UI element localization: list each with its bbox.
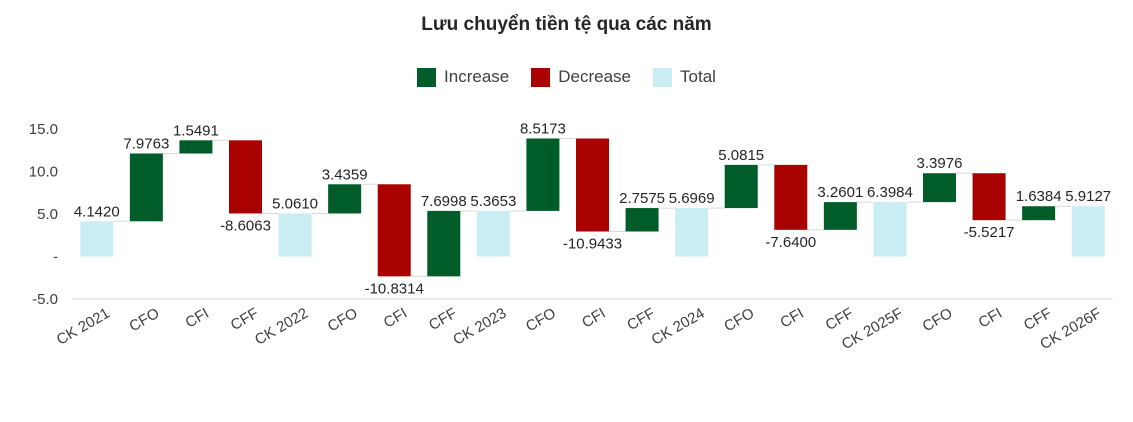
data-label: -7.6400 [765, 234, 816, 251]
bar-increase [823, 202, 857, 230]
y-tick-label: - [53, 249, 58, 266]
x-tick-label: CFI [579, 305, 608, 332]
x-tick-label: CFI [976, 305, 1005, 332]
x-tick-label: CFO [523, 305, 559, 336]
bar-increase [179, 140, 213, 154]
x-tick-label: CFO [126, 305, 162, 336]
data-label: 5.0610 [272, 195, 318, 212]
legend-swatch-decrease [531, 67, 551, 87]
bar-total [873, 202, 907, 257]
legend-item-increase: Increase [417, 67, 509, 87]
data-label: 8.5173 [520, 120, 566, 137]
y-tick-label: 5.0 [37, 206, 58, 223]
legend-swatch-total [653, 67, 673, 87]
bar-decrease [229, 140, 262, 214]
bar-decrease [972, 173, 1006, 221]
x-tick-label: CFF [1021, 305, 1055, 334]
data-label: 7.6998 [421, 193, 467, 210]
y-tick-label: -5.0 [32, 291, 58, 308]
bar-decrease [774, 164, 808, 230]
bar-decrease [377, 184, 411, 277]
x-tick-label: CK 2022 [252, 305, 311, 349]
bar-decrease [576, 138, 609, 232]
chart-title: Lưu chuyển tiền tệ qua các năm [421, 14, 712, 35]
data-label: 5.9127 [1065, 188, 1111, 205]
data-label: 5.6969 [669, 190, 715, 207]
bar-increase [328, 184, 362, 214]
legend-item-total: Total [653, 67, 716, 87]
legend-item-decrease: Decrease [531, 67, 631, 87]
x-tick-label: CFI [182, 305, 211, 332]
bar-total [1071, 206, 1105, 257]
data-label: 7.9763 [123, 135, 169, 152]
data-label: 5.3653 [470, 193, 516, 210]
legend-label-increase: Increase [444, 67, 510, 86]
data-label: 5.0815 [718, 147, 764, 164]
x-tick-label: CFF [228, 305, 262, 334]
x-tick-label: CK 2024 [649, 305, 708, 349]
x-tick-label: CFF [823, 305, 857, 334]
legend-swatch-increase [417, 67, 437, 87]
bar-total [80, 221, 114, 257]
data-label: 3.3976 [917, 155, 963, 172]
data-label: -5.5217 [964, 224, 1015, 241]
x-tick-label: CFO [920, 305, 956, 336]
x-tick-label: CFF [624, 305, 658, 334]
bar-increase [724, 164, 758, 209]
data-label: 4.1420 [74, 203, 120, 220]
bar-increase [526, 138, 560, 211]
data-label: 6.3984 [867, 184, 913, 201]
bar-increase [923, 173, 956, 203]
data-label: 3.4359 [322, 166, 368, 183]
x-tick-label: CFI [777, 305, 806, 332]
y-tick-label: 15.0 [29, 121, 58, 138]
data-label: 1.6384 [1016, 188, 1062, 205]
legend-label-total: Total [680, 67, 716, 86]
bar-increase [1022, 206, 1056, 221]
chart-legend: Increase Decrease Total [0, 67, 1133, 87]
data-label: 3.2601 [817, 184, 863, 201]
data-label: -10.8314 [365, 280, 424, 297]
bar-increase [427, 210, 461, 277]
bar-total [476, 210, 510, 257]
x-tick-label: CFO [325, 305, 361, 336]
bar-increase [625, 208, 659, 232]
data-label: 2.7575 [619, 190, 665, 207]
data-label: -10.9433 [563, 236, 622, 253]
x-tick-label: CFO [721, 305, 757, 336]
x-tick-label: CFF [426, 305, 460, 334]
data-label: -8.6063 [220, 217, 271, 234]
bar-total [278, 213, 312, 257]
bar-total [675, 208, 709, 257]
x-tick-label: CK 2021 [54, 305, 113, 349]
y-tick-label: 10.0 [29, 164, 58, 181]
bar-increase [129, 153, 163, 222]
data-label: 1.5491 [173, 122, 219, 139]
x-tick-label: CFI [381, 305, 410, 332]
x-tick-label: CK 2023 [450, 305, 509, 349]
legend-label-decrease: Decrease [558, 67, 632, 86]
